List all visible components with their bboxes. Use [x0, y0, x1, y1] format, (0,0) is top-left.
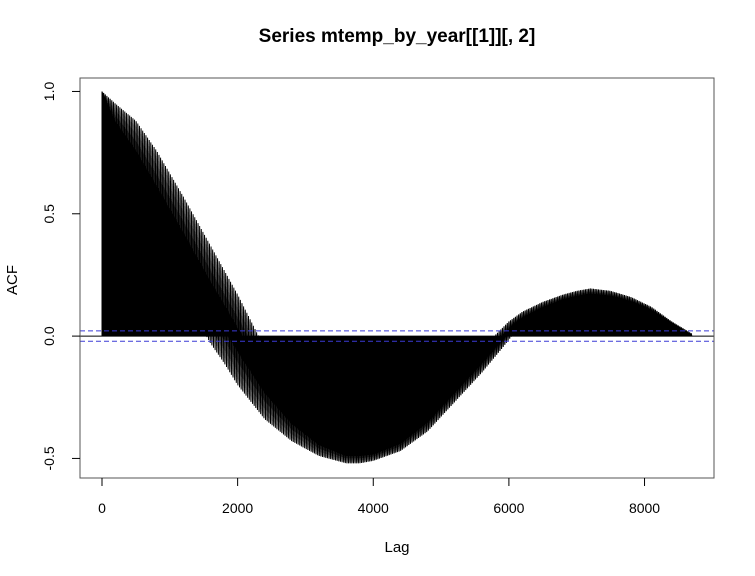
y-tick-label: 1.0 [41, 82, 57, 102]
x-tick-label: 8000 [629, 500, 660, 516]
y-tick-label: 0.0 [41, 326, 57, 346]
x-tick-label: 6000 [493, 500, 524, 516]
y-tick-label: 0.5 [41, 204, 57, 224]
y-tick-label: -0.5 [41, 446, 57, 470]
acf-bars [101, 91, 693, 464]
x-tick-label: 0 [98, 500, 106, 516]
acf-spikes [101, 91, 693, 464]
chart-title: Series mtemp_by_year[[1]][, 2] [259, 26, 536, 47]
x-tick-label: 4000 [358, 500, 389, 516]
plot-frame [79, 77, 715, 479]
x-axis: 0 2000 4000 6000 8000 [98, 478, 660, 516]
y-axis: -0.5 0.0 0.5 1.0 [41, 82, 80, 470]
x-axis-label: Lag [384, 539, 409, 556]
x-tick-label: 2000 [222, 500, 253, 516]
y-axis-label: ACF [4, 265, 21, 295]
